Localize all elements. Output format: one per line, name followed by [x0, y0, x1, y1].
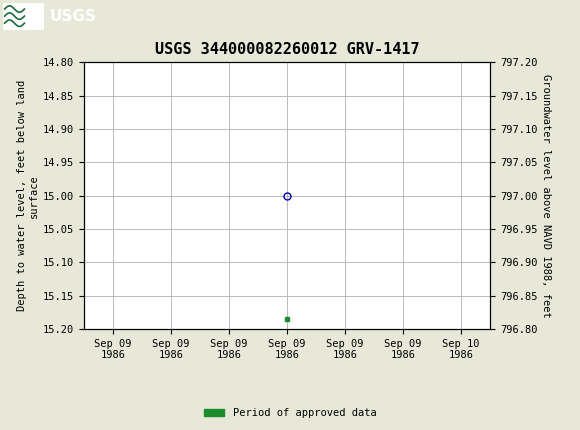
Text: USGS: USGS [49, 9, 96, 24]
Legend: Period of approved data: Period of approved data [200, 404, 380, 423]
Y-axis label: Depth to water level, feet below land
surface: Depth to water level, feet below land su… [17, 80, 39, 311]
Y-axis label: Groundwater level above NAVD 1988, feet: Groundwater level above NAVD 1988, feet [542, 74, 552, 317]
Title: USGS 344000082260012 GRV-1417: USGS 344000082260012 GRV-1417 [155, 42, 419, 57]
FancyBboxPatch shape [3, 3, 43, 30]
